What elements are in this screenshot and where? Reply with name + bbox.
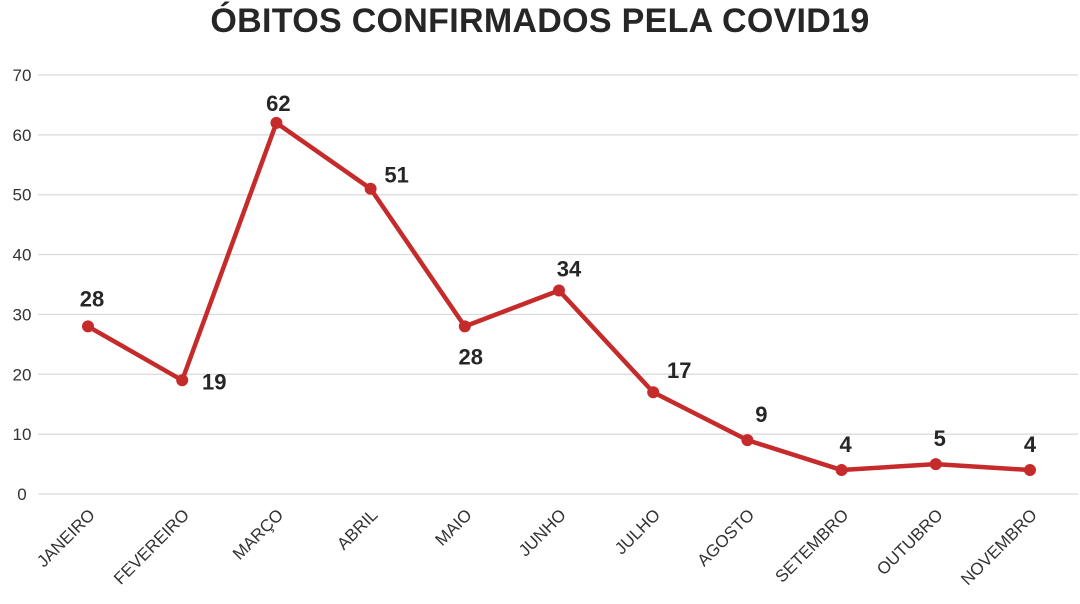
data-point xyxy=(82,320,94,333)
data-point xyxy=(270,116,283,129)
y-tick-label: 60 xyxy=(13,126,32,145)
data-label: 34 xyxy=(557,256,582,281)
data-point xyxy=(364,182,377,195)
data-label: 28 xyxy=(459,344,483,369)
data-point xyxy=(1024,464,1036,477)
y-tick-label: 10 xyxy=(13,425,32,444)
x-tick-label: ABRIL xyxy=(333,505,381,553)
x-tick-label: MARÇO xyxy=(229,505,287,563)
data-point xyxy=(741,434,754,447)
data-label: 17 xyxy=(667,358,691,383)
y-tick-label: 50 xyxy=(13,186,32,205)
data-label: 5 xyxy=(934,426,946,451)
data-label: 9 xyxy=(755,402,767,427)
x-tick-label: JUNHO xyxy=(515,505,570,560)
data-label: 28 xyxy=(80,286,104,311)
x-tick-label: NOVEMBRO xyxy=(957,505,1041,589)
data-point xyxy=(929,458,942,471)
data-point xyxy=(835,464,848,477)
y-tick-label: 20 xyxy=(13,365,32,384)
data-point xyxy=(553,284,565,297)
x-tick-label: JANEIRO xyxy=(33,505,99,571)
y-tick-label: 0 xyxy=(17,485,26,504)
x-tick-label: MAIO xyxy=(431,505,475,549)
x-tick-label: AGOSTO xyxy=(694,505,759,570)
data-label: 51 xyxy=(384,163,408,188)
y-tick-label: 40 xyxy=(13,246,32,265)
data-label: 4 xyxy=(1024,432,1037,457)
data-point xyxy=(176,374,189,387)
chart-title: ÓBITOS CONFIRMADOS PELA COVID19 xyxy=(210,2,870,40)
data-label: 62 xyxy=(266,91,290,116)
x-tick-label: JULHO xyxy=(611,505,664,558)
x-tick-label: OUTUBRO xyxy=(873,505,947,579)
data-label: 4 xyxy=(839,432,852,457)
data-point xyxy=(458,320,471,333)
data-label: 19 xyxy=(202,369,226,394)
x-tick-label: SETEMBRO xyxy=(772,505,853,586)
x-tick-label: FEVEREIRO xyxy=(110,505,193,588)
data-point xyxy=(647,386,660,399)
y-tick-label: 70 xyxy=(13,66,32,85)
y-tick-label: 30 xyxy=(13,305,32,324)
